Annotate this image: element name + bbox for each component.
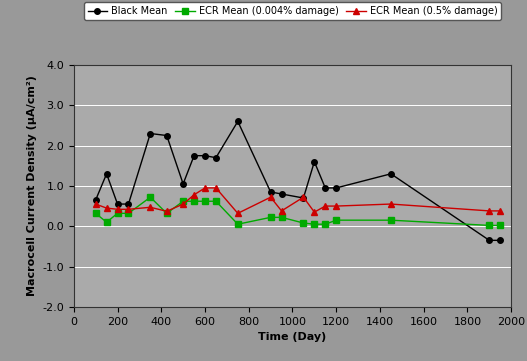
Black Mean — [191, 153, 197, 158]
Black Mean — [235, 119, 241, 123]
Black Mean — [147, 131, 153, 136]
ECR Mean (0.5% damage) — [235, 211, 241, 216]
ECR Mean (0.5% damage) — [278, 209, 285, 213]
Black Mean — [311, 160, 317, 164]
ECR Mean (0.5% damage) — [180, 202, 187, 206]
Line: ECR Mean (0.004% damage): ECR Mean (0.004% damage) — [93, 195, 503, 228]
ECR Mean (0.5% damage) — [268, 195, 274, 199]
ECR Mean (0.004% damage) — [278, 215, 285, 219]
Black Mean — [388, 172, 394, 176]
ECR Mean (0.004% damage) — [268, 215, 274, 219]
Black Mean — [322, 186, 328, 190]
Line: ECR Mean (0.5% damage): ECR Mean (0.5% damage) — [93, 185, 503, 216]
ECR Mean (0.5% damage) — [103, 206, 110, 210]
Black Mean — [278, 192, 285, 196]
Black Mean — [93, 198, 99, 202]
X-axis label: Time (Day): Time (Day) — [258, 332, 327, 342]
ECR Mean (0.004% damage) — [147, 195, 153, 199]
Y-axis label: Macrocell Current Density (μA/cm²): Macrocell Current Density (μA/cm²) — [27, 75, 37, 296]
Black Mean — [213, 156, 219, 160]
ECR Mean (0.5% damage) — [93, 202, 99, 206]
ECR Mean (0.004% damage) — [93, 211, 99, 216]
ECR Mean (0.5% damage) — [202, 186, 208, 190]
ECR Mean (0.5% damage) — [311, 210, 317, 214]
ECR Mean (0.5% damage) — [497, 209, 503, 213]
ECR Mean (0.5% damage) — [213, 186, 219, 190]
Black Mean — [300, 196, 307, 200]
ECR Mean (0.5% damage) — [163, 209, 170, 213]
Line: Black Mean: Black Mean — [93, 119, 503, 243]
ECR Mean (0.004% damage) — [311, 222, 317, 226]
ECR Mean (0.004% damage) — [163, 211, 170, 216]
ECR Mean (0.004% damage) — [333, 218, 339, 222]
ECR Mean (0.004% damage) — [497, 223, 503, 227]
ECR Mean (0.004% damage) — [191, 199, 197, 203]
ECR Mean (0.004% damage) — [322, 222, 328, 226]
ECR Mean (0.5% damage) — [114, 207, 121, 212]
Black Mean — [163, 133, 170, 138]
ECR Mean (0.004% damage) — [300, 221, 307, 225]
ECR Mean (0.004% damage) — [103, 220, 110, 225]
ECR Mean (0.004% damage) — [114, 211, 121, 216]
ECR Mean (0.004% damage) — [235, 222, 241, 226]
Black Mean — [333, 186, 339, 190]
Black Mean — [202, 153, 208, 158]
Legend: Black Mean, ECR Mean (0.004% damage), ECR Mean (0.5% damage): Black Mean, ECR Mean (0.004% damage), EC… — [84, 2, 501, 20]
ECR Mean (0.5% damage) — [388, 202, 394, 206]
Black Mean — [125, 202, 132, 206]
ECR Mean (0.004% damage) — [180, 199, 187, 203]
ECR Mean (0.5% damage) — [300, 195, 307, 199]
ECR Mean (0.5% damage) — [333, 204, 339, 208]
ECR Mean (0.5% damage) — [147, 205, 153, 209]
Black Mean — [497, 238, 503, 243]
ECR Mean (0.5% damage) — [191, 193, 197, 197]
Black Mean — [180, 182, 187, 186]
ECR Mean (0.5% damage) — [322, 204, 328, 208]
Black Mean — [486, 238, 492, 243]
ECR Mean (0.004% damage) — [213, 199, 219, 203]
ECR Mean (0.5% damage) — [125, 207, 132, 212]
ECR Mean (0.004% damage) — [388, 218, 394, 222]
ECR Mean (0.004% damage) — [486, 223, 492, 227]
ECR Mean (0.004% damage) — [125, 211, 132, 216]
Black Mean — [268, 190, 274, 194]
ECR Mean (0.5% damage) — [486, 209, 492, 213]
ECR Mean (0.004% damage) — [202, 199, 208, 203]
Black Mean — [114, 202, 121, 206]
Black Mean — [103, 172, 110, 176]
